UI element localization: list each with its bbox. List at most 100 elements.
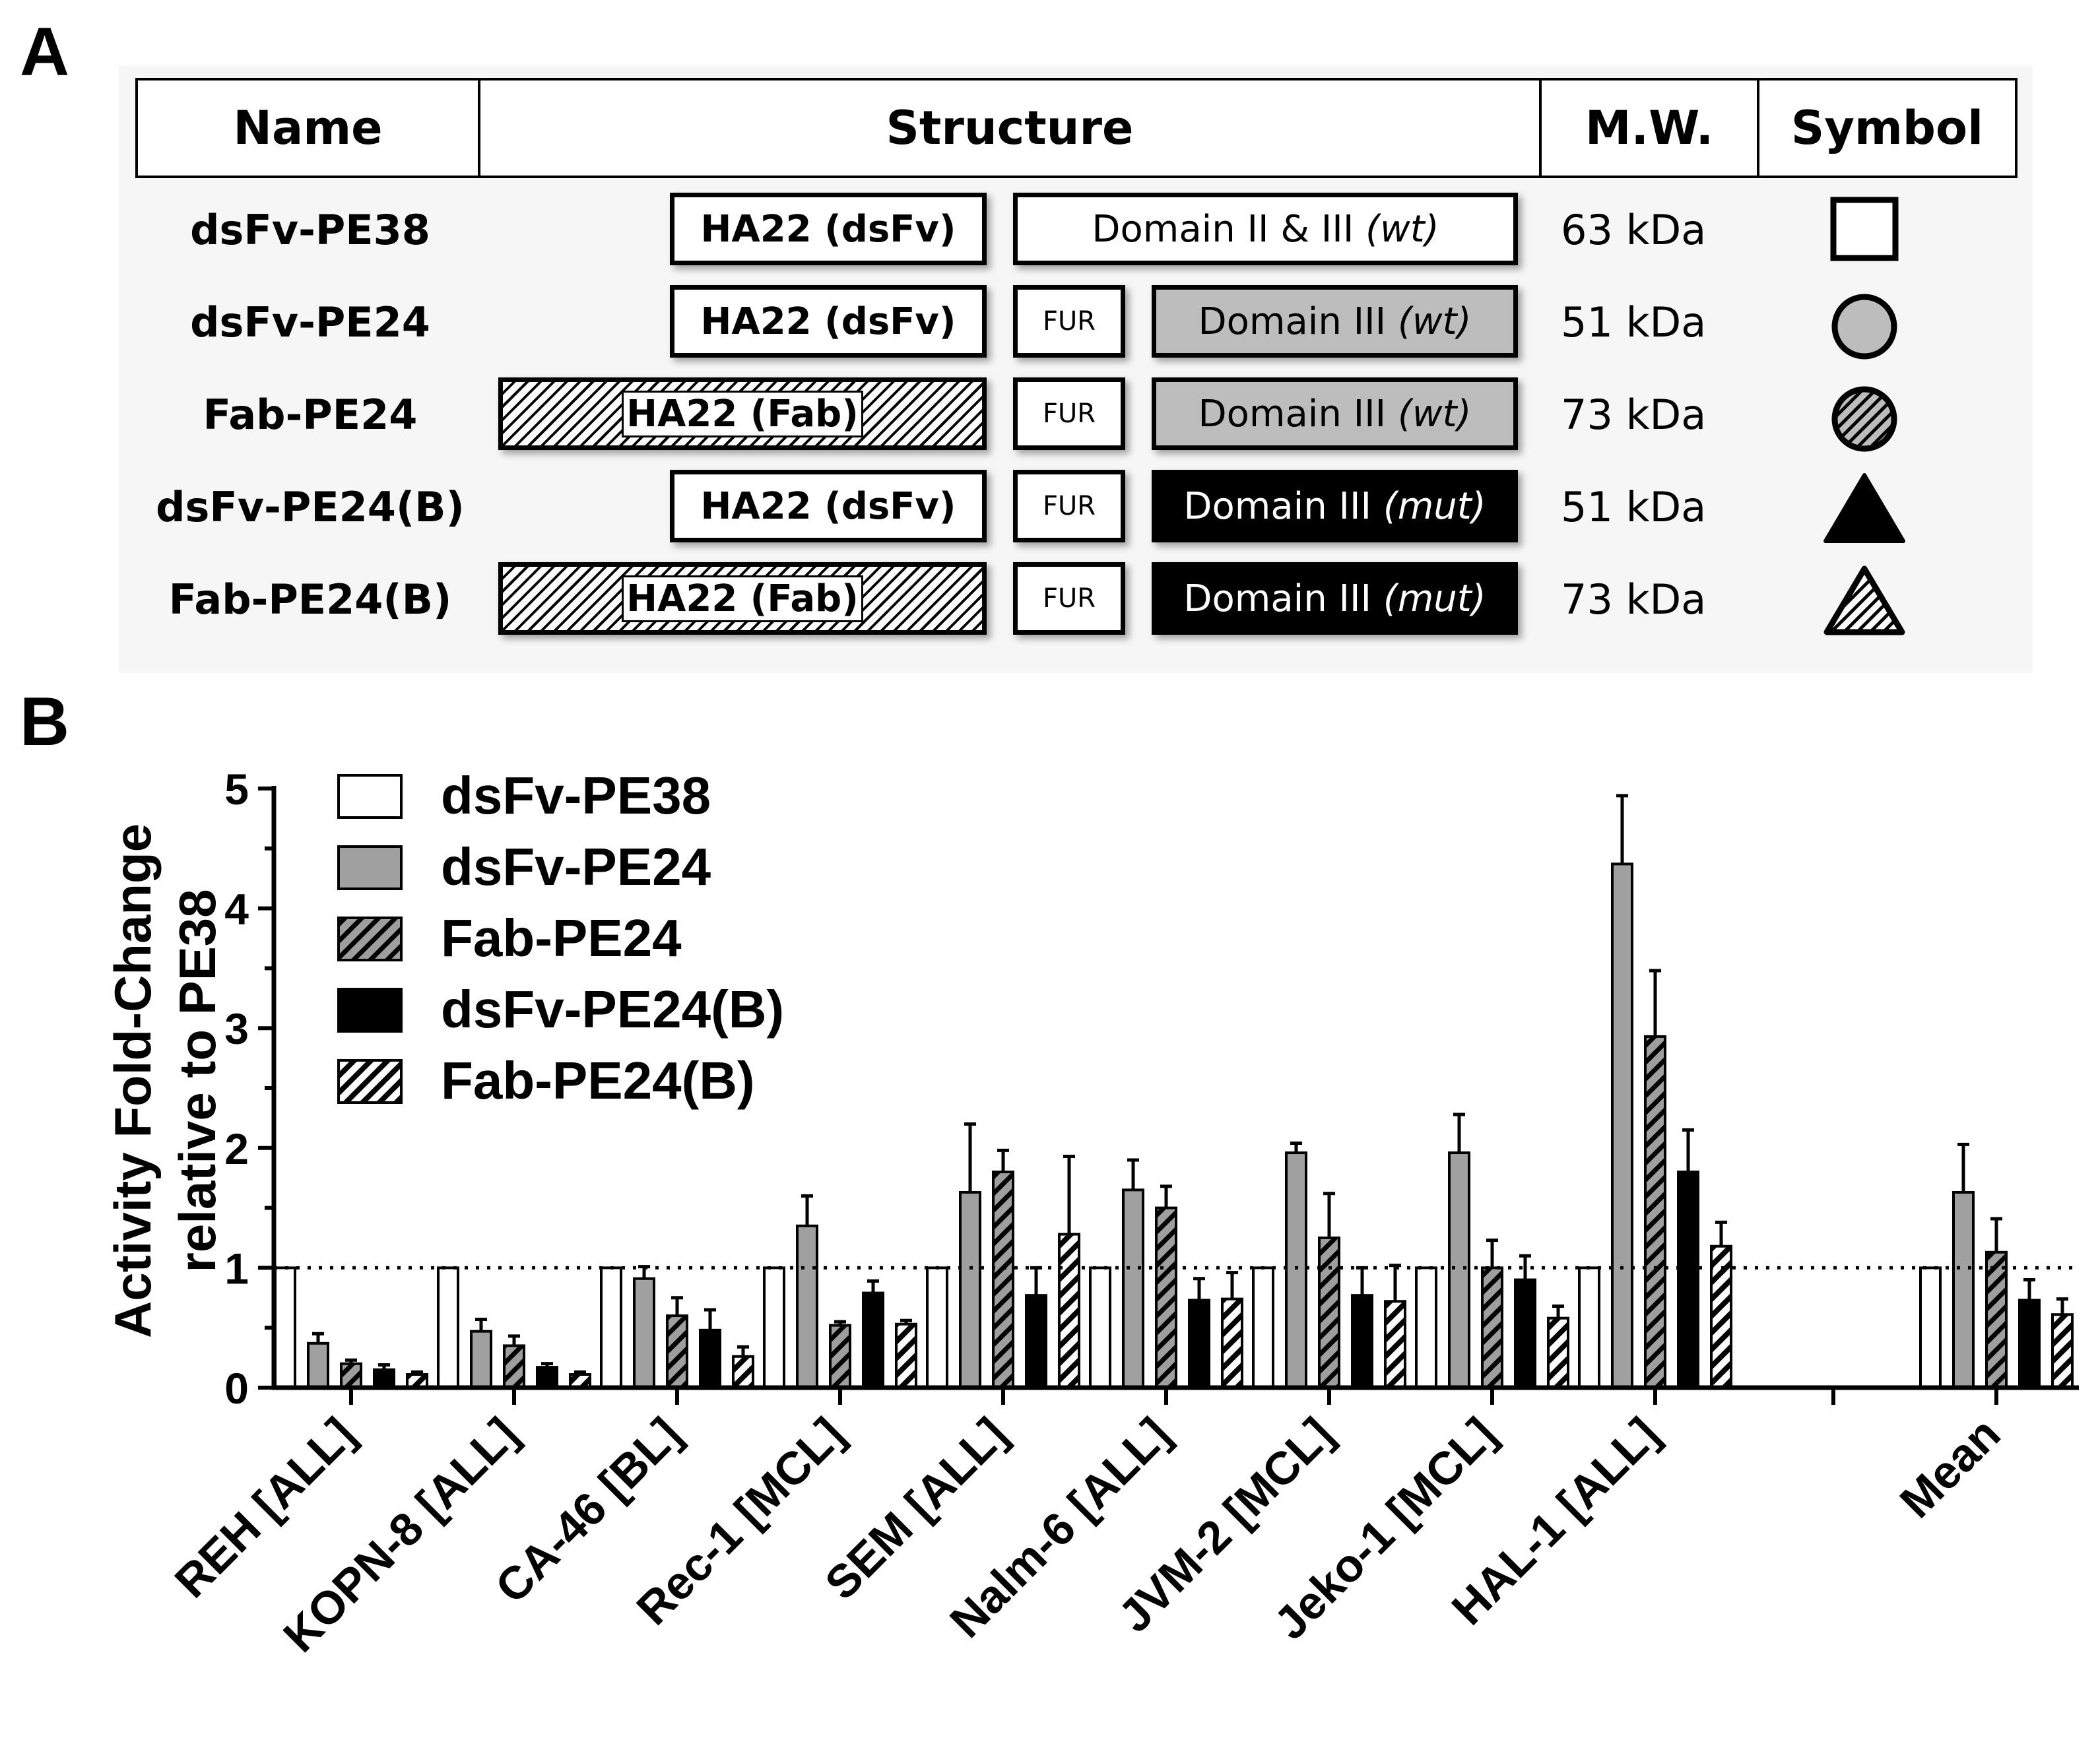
bar xyxy=(274,1266,296,1390)
bar xyxy=(600,1266,622,1390)
legend-label: Fab-PE24(B) xyxy=(441,1051,755,1110)
molecular-weight: 73 kDa xyxy=(1561,575,1707,624)
furin-site-box: FUR xyxy=(1013,285,1125,358)
bar xyxy=(895,1322,917,1389)
targeting-domain-box: HA22 (Fab) xyxy=(498,562,987,635)
bar xyxy=(1318,1237,1340,1389)
bar xyxy=(1351,1294,1373,1389)
bar xyxy=(763,1266,785,1390)
header-mw: M.W. xyxy=(1539,81,1757,176)
row-name: dsFv-PE24(B) xyxy=(156,483,465,531)
molecular-weight: 73 kDa xyxy=(1561,391,1707,439)
bar xyxy=(1919,1266,1942,1390)
bar xyxy=(1122,1188,1144,1389)
triangle-hatched-symbol-icon xyxy=(1823,565,1905,635)
construct-table-header: Name Structure M.W. Symbol xyxy=(135,78,2018,178)
header-symbol: Symbol xyxy=(1757,81,2015,176)
toxin-domain-variant: (mut) xyxy=(1383,577,1486,620)
molecular-weight: 63 kDa xyxy=(1561,206,1707,254)
furin-site-box: FUR xyxy=(1013,470,1125,542)
panel-a-label: A xyxy=(20,14,70,90)
y-tick-label: 5 xyxy=(224,765,249,814)
legend-label: dsFv-PE24(B) xyxy=(441,980,784,1039)
bar xyxy=(503,1344,525,1389)
targeting-domain-box: HA22 (dsFv) xyxy=(670,470,987,542)
toxin-domain-box: Domain III (wt) xyxy=(1152,285,1518,358)
toxin-domain-box: Domain III (wt) xyxy=(1152,377,1518,450)
toxin-domain-label: Domain III xyxy=(1198,392,1398,435)
bar xyxy=(732,1355,754,1389)
bar xyxy=(699,1328,721,1390)
legend-label: dsFv-PE24 xyxy=(441,837,711,896)
bar xyxy=(1221,1297,1243,1389)
bar xyxy=(1058,1233,1080,1389)
bar xyxy=(1677,1171,1699,1389)
toxin-domain-variant: (wt) xyxy=(1398,300,1472,343)
toxin-domain-label: Domain III xyxy=(1198,300,1398,343)
y-tick-label: 4 xyxy=(224,885,249,934)
row-name: Fab-PE24(B) xyxy=(168,575,452,624)
bar xyxy=(1188,1299,1210,1389)
legend-swatch xyxy=(337,988,403,1033)
bar xyxy=(437,1266,459,1390)
bar xyxy=(1611,862,1633,1389)
bar xyxy=(862,1291,884,1390)
molecular-weight: 51 kDa xyxy=(1561,298,1707,346)
targeting-domain-box: HA22 (dsFv) xyxy=(670,285,987,358)
bar xyxy=(1481,1266,1503,1390)
molecular-weight: 51 kDa xyxy=(1561,483,1707,531)
legend-label: dsFv-PE38 xyxy=(441,766,711,825)
square-open-symbol-icon xyxy=(1830,197,1899,261)
bar xyxy=(1448,1151,1470,1389)
targeting-domain-label: HA22 (Fab) xyxy=(622,575,863,622)
bar xyxy=(1644,1035,1666,1389)
bar xyxy=(829,1324,851,1389)
legend-label: Fab-PE24 xyxy=(441,909,682,967)
bar xyxy=(373,1368,395,1390)
bar xyxy=(307,1341,329,1389)
bar xyxy=(992,1171,1014,1389)
bar xyxy=(1578,1266,1600,1390)
bar xyxy=(959,1190,981,1389)
toxin-domain-variant: (mut) xyxy=(1383,484,1486,528)
toxin-domain-variant: (wt) xyxy=(1398,392,1472,435)
legend-swatch xyxy=(337,1059,403,1104)
circle-gray-symbol-icon xyxy=(1831,294,1897,360)
circle-hatched-symbol-icon xyxy=(1831,386,1897,452)
bar xyxy=(1252,1266,1274,1390)
bar xyxy=(1514,1278,1536,1390)
legend-swatch xyxy=(337,845,403,890)
toxin-domain-label: Domain II & III xyxy=(1092,207,1366,251)
bar xyxy=(926,1266,948,1390)
bar xyxy=(1384,1300,1406,1390)
toxin-domain-variant: (wt) xyxy=(1365,207,1439,251)
triangle-black-symbol-icon xyxy=(1823,473,1905,543)
bar xyxy=(633,1277,655,1390)
furin-site-box: FUR xyxy=(1013,377,1125,450)
targeting-domain-box: HA22 (Fab) xyxy=(498,377,987,450)
panel-b-label: B xyxy=(20,684,70,760)
row-name: dsFv-PE24 xyxy=(190,298,430,346)
legend-swatch xyxy=(337,774,403,819)
legend-swatch xyxy=(337,917,403,961)
bar xyxy=(340,1362,362,1389)
bar xyxy=(1155,1206,1177,1389)
bar xyxy=(1089,1266,1111,1390)
bar xyxy=(1985,1250,2008,1389)
y-tick-label: 3 xyxy=(224,1004,249,1053)
y-tick-label: 1 xyxy=(224,1244,249,1293)
toxin-domain-box: Domain III (mut) xyxy=(1152,470,1518,542)
header-structure: Structure xyxy=(478,81,1539,176)
bar xyxy=(2018,1299,2041,1389)
bar xyxy=(796,1224,818,1389)
targeting-domain-box: HA22 (dsFv) xyxy=(670,193,987,265)
header-name: Name xyxy=(233,101,383,155)
toxin-domain-label: Domain III xyxy=(1183,484,1383,528)
bar xyxy=(1285,1151,1307,1389)
furin-site-box: FUR xyxy=(1013,562,1125,635)
toxin-domain-label: Domain III xyxy=(1183,577,1383,620)
y-tick-label: 2 xyxy=(224,1124,249,1173)
targeting-domain-label: HA22 (Fab) xyxy=(622,390,863,437)
y-tick-label: 0 xyxy=(224,1364,249,1413)
